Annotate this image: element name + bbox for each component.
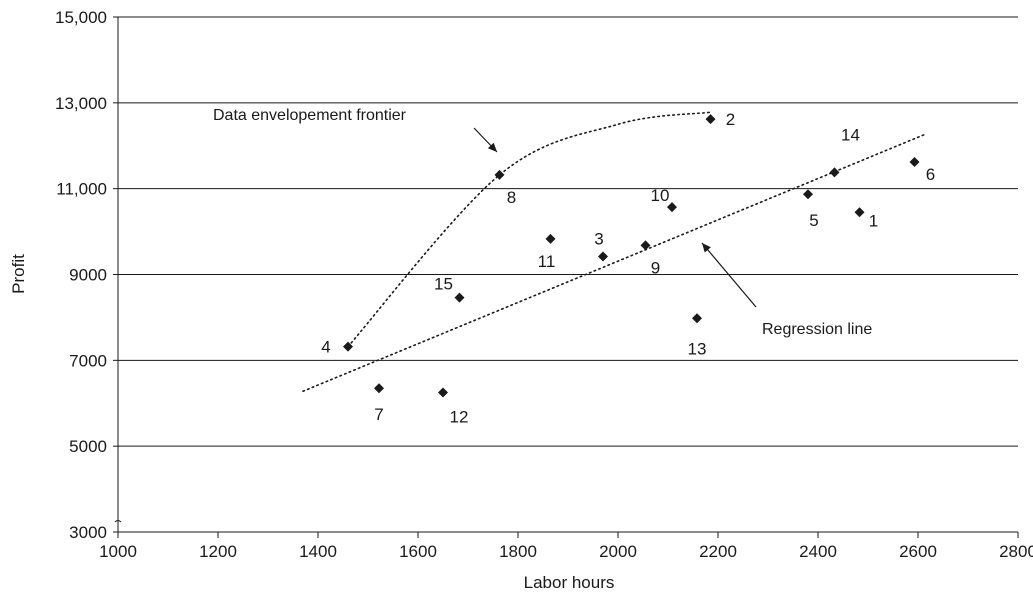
- data-point-10: [667, 202, 677, 213]
- frontier-annotation-arrow-head: [487, 142, 497, 152]
- data-point-1: [854, 207, 865, 218]
- y-tick-label: 5000: [69, 437, 107, 456]
- point-label-15: 15: [434, 275, 453, 294]
- point-label-8: 8: [507, 188, 516, 207]
- data-point-4: [343, 341, 353, 352]
- point-label-2: 2: [726, 110, 735, 129]
- data-point-11: [545, 233, 556, 244]
- y-tick-label: 15,000: [55, 8, 107, 27]
- data-point-6: [909, 157, 920, 168]
- point-label-4: 4: [321, 338, 330, 357]
- trend-lines: [302, 111, 927, 393]
- x-tick-label: 1200: [199, 542, 237, 561]
- point-label-14: 14: [841, 125, 860, 144]
- y-axis-title: Profit: [9, 254, 28, 294]
- y-tick-label: 11,000: [56, 180, 107, 199]
- point-label-5: 5: [809, 211, 818, 230]
- annotations: Data envelopement frontier Regression lin…: [213, 107, 872, 338]
- data-point-5: [803, 189, 813, 200]
- data-point-12: [438, 387, 448, 398]
- frontier-curve: [347, 111, 712, 348]
- regression-line: [302, 133, 927, 393]
- x-axis-title: Labor hours: [524, 573, 615, 592]
- x-tick-label: 1400: [299, 542, 337, 561]
- y-tick-label: 13,000: [55, 94, 107, 113]
- x-tick-label: 1000: [99, 542, 137, 561]
- x-tick-label: 2600: [899, 542, 937, 561]
- y-tick-label: 3000: [69, 523, 107, 542]
- point-label-7: 7: [374, 405, 383, 424]
- axis-break-mark: [114, 520, 122, 523]
- point-label-6: 6: [926, 165, 935, 184]
- data-points: [343, 114, 920, 398]
- data-point-3: [598, 251, 608, 262]
- x-tick-label: 2000: [599, 542, 637, 561]
- data-point-15: [454, 292, 465, 303]
- x-tick-label: 1600: [399, 542, 437, 561]
- point-label-13: 13: [688, 339, 707, 358]
- x-tick-label: 2400: [799, 542, 837, 561]
- point-label-3: 3: [594, 229, 603, 248]
- data-point-2: [705, 114, 716, 125]
- frontier-annotation: Data envelopement frontier: [213, 107, 407, 124]
- point-label-11: 11: [538, 252, 556, 271]
- x-tick-label: 1800: [499, 542, 537, 561]
- point-label-1: 1: [869, 211, 878, 230]
- point-label-9: 9: [651, 258, 660, 277]
- regression-annotation-arrow-head: [702, 243, 711, 253]
- data-point-8: [494, 169, 505, 180]
- regression-annotation-arrow: [701, 242, 757, 308]
- point-label-12: 12: [450, 408, 469, 427]
- data-point-14: [829, 167, 840, 178]
- y-tick-label: 9000: [69, 266, 107, 285]
- regression-annotation: Regression line: [762, 321, 872, 338]
- grid-lines: [118, 16, 1018, 447]
- data-point-9: [640, 240, 651, 251]
- y-tick-label: 7000: [69, 351, 107, 370]
- x-tick-label: 2200: [699, 542, 737, 561]
- data-point-13: [692, 313, 702, 324]
- x-tick-label: 2800: [999, 542, 1033, 561]
- point-label-10: 10: [651, 186, 670, 205]
- data-point-7: [374, 383, 384, 394]
